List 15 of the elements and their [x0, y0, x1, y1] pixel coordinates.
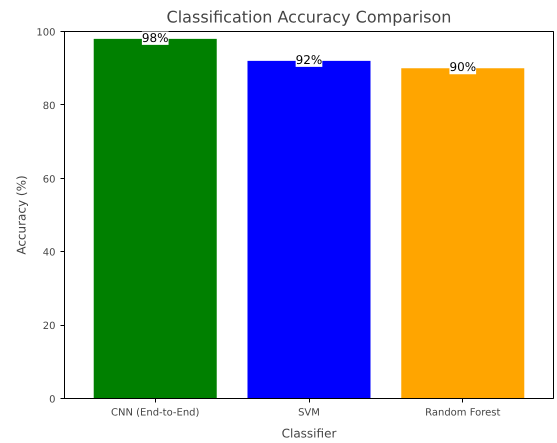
y-tick-label: 20 [42, 321, 56, 332]
x-tick-label: Random Forest [425, 408, 500, 418]
chart-title: Classification Accuracy Comparison [166, 8, 452, 26]
y-tick-label: 80 [42, 100, 56, 112]
x-tick-label: CNN (End-to-End) [111, 408, 200, 418]
y-axis-title: Accuracy (%) [14, 175, 28, 255]
x-tick-label: SVM [298, 408, 320, 418]
y-tick-label: 60 [42, 174, 56, 186]
data-label: 90% [449, 60, 476, 74]
x-axis-title: Classifier [282, 426, 336, 440]
data-label: 92% [296, 52, 322, 67]
y-tick-label: 0 [49, 394, 56, 406]
y-tick-label: 100 [36, 28, 56, 38]
y-tick-label: 40 [42, 248, 56, 259]
data-label: 98% [142, 30, 169, 45]
